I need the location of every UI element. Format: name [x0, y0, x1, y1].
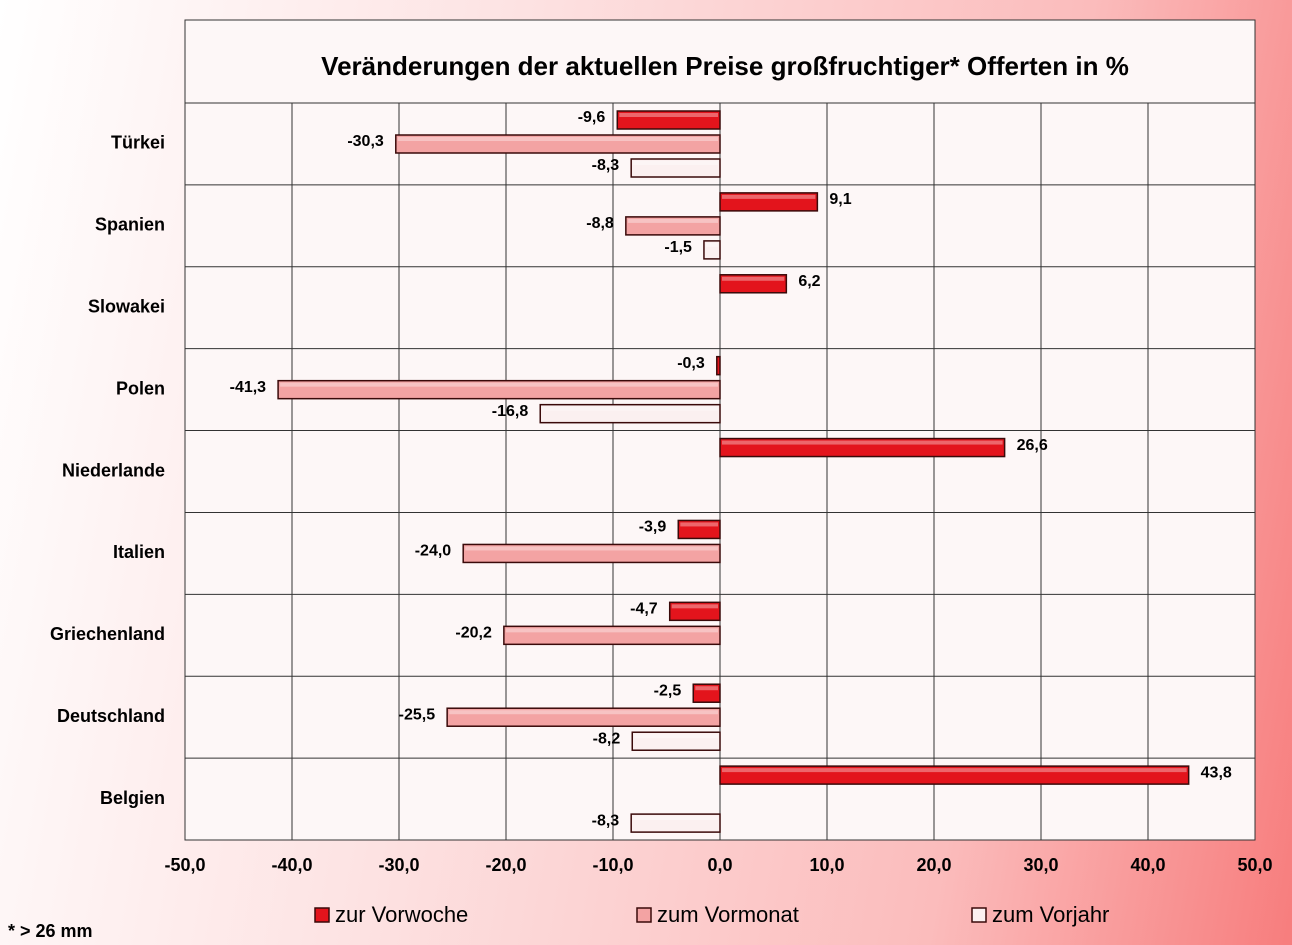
- bar-shine: [397, 137, 718, 141]
- bar: [395, 134, 721, 154]
- x-tick-label: -40,0: [271, 855, 312, 875]
- x-tick-label: 50,0: [1237, 855, 1272, 875]
- bar-shine: [280, 382, 718, 387]
- data-label: -24,0: [415, 543, 452, 560]
- data-label: 43,8: [1201, 764, 1232, 781]
- data-label: -30,3: [347, 133, 384, 150]
- bar: [462, 543, 721, 564]
- data-label: -9,6: [578, 109, 606, 126]
- data-label: -25,5: [399, 706, 436, 723]
- bar: [539, 403, 721, 424]
- x-tick-label: 0,0: [707, 855, 732, 875]
- bar-shine: [722, 276, 785, 281]
- bar: [677, 519, 721, 540]
- y-tick-label: Belgien: [100, 788, 165, 808]
- data-label: -20,2: [455, 625, 492, 642]
- legend-label: zum Vormonat: [657, 902, 799, 927]
- bar-shine: [449, 710, 718, 715]
- bar-shine: [633, 816, 718, 821]
- x-tick-label: -30,0: [378, 855, 419, 875]
- x-tick-label: -20,0: [485, 855, 526, 875]
- bar: [668, 601, 721, 622]
- y-tick-label: Slowakei: [88, 296, 165, 316]
- data-label: -8,8: [586, 215, 614, 232]
- bar-shine: [680, 522, 718, 527]
- chart-title: Veränderungen der aktuellen Preise großf…: [321, 51, 1129, 81]
- x-tick-label: 20,0: [916, 855, 951, 875]
- bar-shine: [633, 161, 718, 165]
- data-label: -8,2: [593, 730, 621, 747]
- y-tick-label: Italien: [113, 542, 165, 562]
- bar-shine: [705, 242, 718, 247]
- bar: [719, 274, 788, 294]
- bar-shine: [505, 628, 718, 633]
- bar-shine: [671, 604, 718, 609]
- bar: [692, 683, 721, 703]
- legend-label: zum Vorjahr: [992, 902, 1109, 927]
- data-label: -2,5: [654, 682, 682, 699]
- legend-swatch: [971, 907, 987, 923]
- legend-swatch: [314, 907, 330, 923]
- bar: [719, 192, 819, 212]
- y-tick-label: Niederlande: [62, 460, 165, 480]
- y-tick-label: Polen: [116, 378, 165, 398]
- x-tick-label: -10,0: [592, 855, 633, 875]
- data-label: 9,1: [829, 191, 851, 208]
- x-tick-label: -50,0: [164, 855, 205, 875]
- data-label: -8,3: [592, 157, 620, 174]
- y-tick-label: Deutschland: [57, 706, 165, 726]
- data-label: -1,5: [664, 239, 692, 256]
- bar: [446, 707, 721, 727]
- bar-shine: [722, 768, 1187, 773]
- bar-shine: [627, 218, 718, 223]
- bar: [277, 379, 721, 400]
- bar: [716, 355, 721, 376]
- legend-label: zur Vorwoche: [335, 902, 468, 927]
- y-tick-label: Spanien: [95, 215, 165, 235]
- bar-shine: [695, 686, 718, 691]
- data-label: -41,3: [230, 379, 267, 396]
- data-label: -3,9: [639, 519, 667, 536]
- bar: [503, 625, 721, 646]
- footnote: * > 26 mm: [8, 921, 93, 941]
- bar: [625, 216, 721, 236]
- bar: [630, 158, 721, 178]
- bar: [616, 110, 721, 130]
- y-tick-label: Griechenland: [50, 624, 165, 644]
- x-tick-label: 10,0: [809, 855, 844, 875]
- bar-shine: [465, 546, 718, 551]
- bar: [703, 240, 721, 260]
- x-tick-label: 30,0: [1023, 855, 1058, 875]
- data-label: -0,3: [677, 355, 705, 372]
- bar-shine: [722, 440, 1003, 445]
- x-tick-label: 40,0: [1130, 855, 1165, 875]
- data-label: 26,6: [1017, 437, 1048, 454]
- bar: [719, 437, 1006, 458]
- data-label: -4,7: [630, 601, 658, 618]
- data-label: 6,2: [798, 273, 820, 290]
- bar-shine: [542, 406, 718, 411]
- bar: [719, 765, 1190, 785]
- y-tick-label: Türkei: [111, 133, 165, 153]
- bar-shine: [722, 194, 816, 199]
- bar: [631, 731, 721, 751]
- bar-shine: [634, 734, 718, 739]
- data-label: -8,3: [592, 812, 620, 829]
- data-label: -16,8: [492, 403, 529, 420]
- legend-swatch: [636, 907, 652, 923]
- bar-shine: [619, 113, 718, 117]
- bar: [630, 813, 721, 833]
